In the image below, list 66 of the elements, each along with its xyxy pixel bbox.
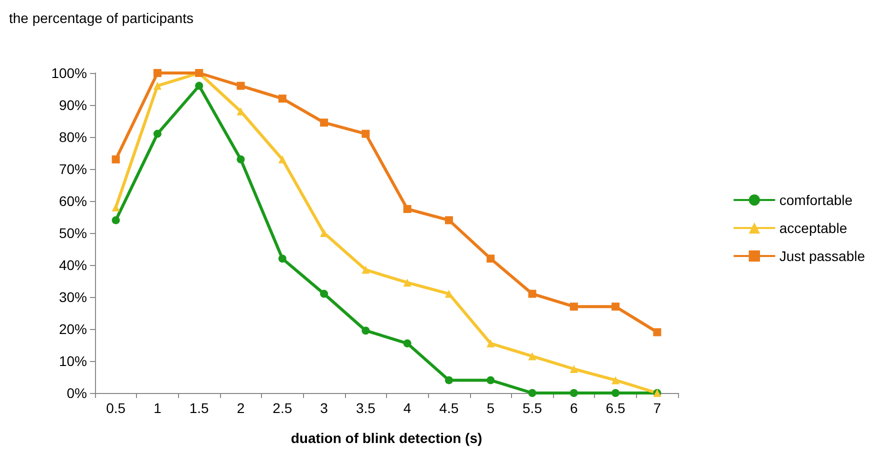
legend-label: acceptable — [779, 220, 848, 236]
point — [236, 155, 245, 164]
x-tick-label: 3.5 — [356, 400, 376, 416]
point — [570, 302, 578, 311]
point — [528, 389, 536, 397]
point — [362, 266, 370, 274]
legend-label: comfortable — [779, 192, 853, 208]
point — [444, 290, 453, 298]
point — [444, 216, 453, 224]
x-tick-label: 1.5 — [189, 400, 210, 416]
point — [444, 376, 453, 384]
y-tick-label: 80% — [58, 129, 87, 145]
point — [528, 352, 536, 360]
x-tick-label: 7 — [653, 400, 662, 416]
point — [528, 290, 536, 298]
x-tick-label: 5.5 — [522, 400, 542, 416]
point — [320, 290, 328, 298]
point — [236, 82, 245, 90]
point — [153, 130, 162, 138]
point — [112, 155, 120, 164]
point — [612, 376, 620, 384]
point — [278, 155, 286, 164]
y-tick-label: 60% — [58, 193, 87, 209]
point — [403, 339, 412, 348]
x-tick-label: 4 — [403, 400, 412, 416]
point — [486, 376, 495, 384]
x-tick-label: 2 — [236, 400, 245, 416]
x-tick-label: 0.5 — [106, 400, 126, 416]
point — [278, 94, 286, 103]
point — [486, 254, 495, 263]
point — [320, 118, 328, 127]
x-tick-label: 6.5 — [606, 400, 626, 416]
y-tick-label: 40% — [58, 257, 87, 273]
point — [486, 339, 495, 348]
point — [403, 205, 412, 213]
x-tick-label: 3 — [320, 400, 328, 416]
point — [403, 278, 412, 287]
y-tick-label: 50% — [58, 225, 87, 241]
x-tick-label: 5 — [486, 400, 495, 416]
y-tick-label: 100% — [51, 65, 87, 81]
point — [112, 216, 120, 224]
x-axis-title: duation of blink detection (s) — [290, 430, 482, 446]
x-tick-label: 1 — [154, 400, 162, 416]
x-tick-label: 6 — [570, 400, 578, 416]
point — [362, 130, 370, 138]
y-tick-label: 90% — [58, 97, 87, 113]
point — [570, 365, 578, 373]
point — [153, 82, 162, 90]
y-tick-label: 30% — [58, 289, 87, 305]
y-tick-label: 10% — [58, 353, 87, 369]
point — [612, 389, 620, 397]
point — [278, 254, 286, 263]
y-tick-label: 70% — [58, 161, 87, 177]
point — [653, 328, 662, 336]
point — [612, 302, 620, 311]
point — [112, 203, 120, 212]
point — [153, 69, 162, 77]
point — [570, 389, 578, 397]
y-tick-label: 0% — [66, 385, 87, 401]
point — [362, 326, 370, 335]
legend-label: Just passable — [779, 248, 866, 264]
x-tick-label: 2.5 — [272, 400, 292, 416]
x-tick-label: 4.5 — [439, 400, 459, 416]
y-axis-title: the percentage of participants — [9, 10, 194, 26]
y-tick-label: 20% — [58, 321, 87, 337]
point — [195, 82, 204, 90]
